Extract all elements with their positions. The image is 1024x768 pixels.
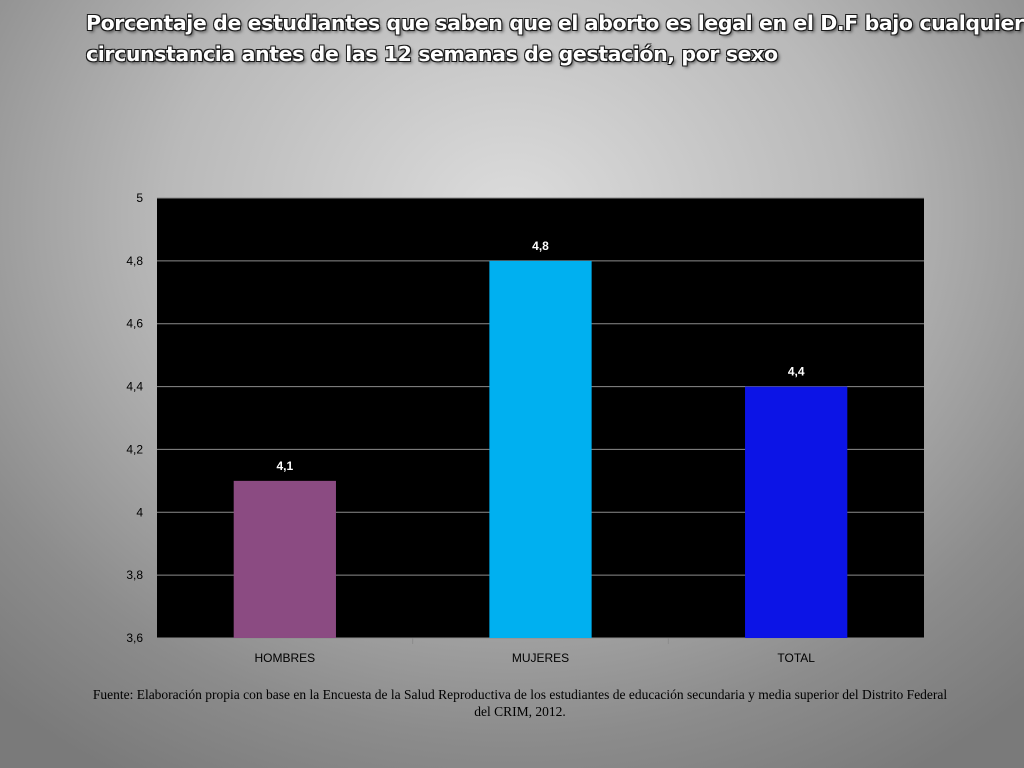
y-tick-label: 4,8: [126, 254, 143, 268]
data-label: 4,4: [788, 365, 805, 379]
source-note-line-1: Fuente: Elaboración propia con base en l…: [92, 687, 948, 702]
chart-title-line-1: Porcentaje de estudiantes que saben que …: [86, 11, 1024, 35]
source-note: Fuente: Elaboración propia con base en l…: [60, 686, 980, 720]
y-tick-label: 4: [136, 505, 143, 519]
y-tick-label: 4,2: [126, 442, 143, 456]
x-tick-label: MUJERES: [512, 651, 569, 665]
source-note-line-2: del CRIM, 2012.: [474, 704, 566, 719]
data-label: 4,1: [276, 459, 293, 473]
bar: [745, 386, 848, 638]
chart-title-line-2: circunstancia antes de las 12 semanas de…: [86, 42, 778, 66]
y-tick-label: 4,4: [126, 380, 143, 394]
y-tick-label: 5: [136, 191, 143, 205]
x-tick-label: TOTAL: [777, 651, 815, 665]
bar: [489, 260, 592, 638]
y-tick-label: 4,6: [126, 317, 143, 331]
y-tick-label: 3,6: [126, 631, 143, 645]
x-tick-label: HOMBRES: [254, 651, 315, 665]
data-label: 4,8: [532, 239, 549, 253]
bar: [233, 480, 336, 638]
chart-title: Porcentaje de estudiantes que saben que …: [86, 8, 1024, 70]
y-tick-label: 3,8: [126, 568, 143, 582]
